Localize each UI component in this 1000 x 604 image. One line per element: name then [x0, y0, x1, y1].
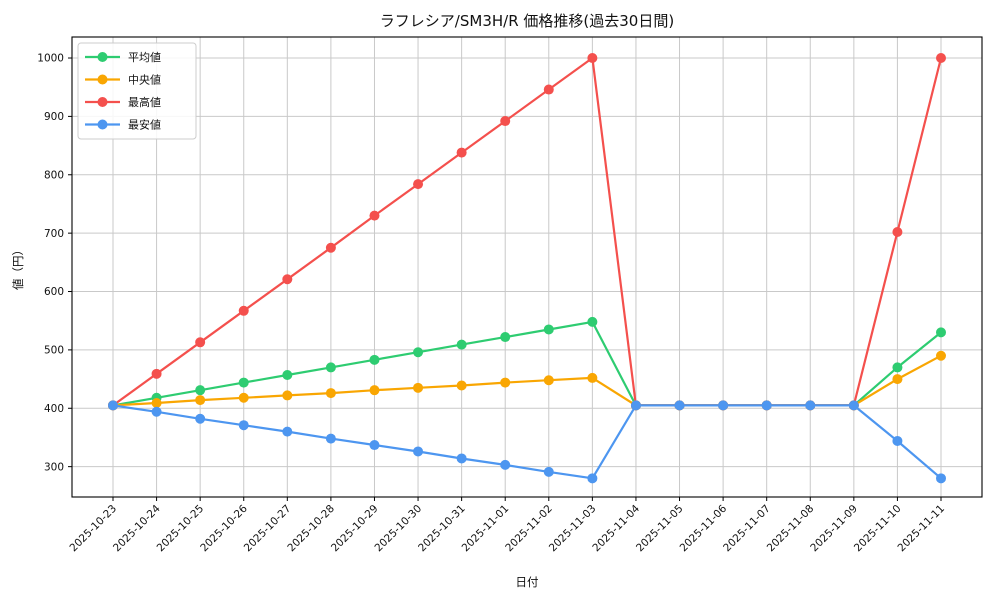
legend-label-median: 中央値 — [128, 74, 161, 87]
legend-label-min: 最安値 — [128, 118, 161, 132]
y-tick-label: 900 — [44, 111, 64, 123]
data-point-median — [151, 398, 162, 409]
data-point-max — [151, 368, 162, 379]
data-point-min — [587, 473, 598, 484]
data-point-average — [369, 354, 380, 365]
y-tick-label: 800 — [44, 169, 64, 181]
data-point-max — [282, 274, 293, 285]
data-point-median — [369, 385, 380, 396]
data-point-max — [369, 210, 380, 221]
data-point-max — [892, 226, 903, 237]
data-point-average — [892, 362, 903, 373]
data-point-median — [195, 395, 206, 406]
data-point-min — [282, 426, 293, 437]
data-point-median — [500, 377, 511, 388]
y-tick-label: 500 — [44, 345, 64, 357]
data-point-median — [936, 350, 946, 361]
data-point-min — [108, 400, 118, 411]
data-point-average — [500, 332, 511, 343]
data-point-max — [500, 116, 511, 127]
y-tick-label: 300 — [44, 461, 64, 473]
data-point-median — [325, 388, 336, 399]
data-point-min — [761, 400, 772, 411]
data-point-min — [456, 453, 467, 464]
data-point-min — [238, 420, 249, 431]
series-min — [108, 400, 946, 484]
data-point-min — [674, 400, 685, 411]
data-point-average — [325, 362, 336, 373]
legend-marker-median — [97, 74, 108, 85]
y-tick-label: 600 — [44, 286, 64, 298]
plot-area — [72, 37, 982, 497]
data-point-max — [413, 179, 424, 190]
legend-label-average: 平均値 — [128, 51, 161, 64]
data-point-median — [456, 380, 467, 391]
data-point-median — [238, 392, 249, 403]
data-point-max — [456, 147, 467, 158]
data-point-min — [500, 459, 511, 470]
data-point-min — [151, 406, 162, 417]
y-tick-label: 700 — [44, 228, 64, 240]
data-point-min — [892, 435, 903, 446]
data-point-median — [892, 374, 903, 385]
x-tick-label: 2025-11-11 — [895, 503, 947, 555]
y-tick-label: 400 — [44, 403, 64, 415]
data-point-max — [587, 53, 598, 64]
legend-item-median: 中央値 — [85, 74, 161, 87]
data-point-median — [282, 390, 293, 401]
legend-item-min: 最安値 — [85, 118, 161, 132]
data-point-max — [325, 242, 336, 253]
data-point-average — [282, 369, 293, 380]
legend-marker-max — [97, 97, 108, 107]
data-point-average — [543, 324, 554, 335]
data-point-min — [543, 466, 554, 477]
legend-marker-min — [97, 119, 108, 130]
data-point-average — [456, 339, 467, 350]
data-point-max — [936, 53, 946, 64]
data-point-min — [413, 446, 424, 457]
data-point-max — [195, 337, 206, 348]
data-point-min — [195, 413, 206, 424]
data-point-min — [848, 400, 859, 411]
data-point-average — [195, 385, 206, 396]
legend-item-max: 最高値 — [85, 95, 161, 109]
data-point-min — [718, 400, 729, 411]
data-point-average — [238, 377, 249, 388]
data-point-average — [413, 347, 424, 358]
y-tick-label: 1000 — [37, 53, 64, 65]
x-axis-label: 日付 — [516, 575, 539, 589]
data-point-min — [630, 400, 641, 411]
legend-item-average: 平均値 — [85, 51, 161, 64]
chart-title: ラフレシア/SM3H/R 価格推移(過去30日間) — [380, 12, 674, 30]
data-point-min — [805, 400, 816, 411]
y-axis-label: 値（円） — [11, 244, 25, 290]
plot-border — [71, 36, 983, 498]
data-point-min — [325, 433, 336, 444]
legend-marker-average — [97, 52, 108, 62]
data-point-max — [543, 84, 554, 95]
data-point-median — [413, 382, 424, 393]
data-point-median — [587, 372, 598, 383]
data-point-min — [936, 473, 946, 484]
data-point-max — [238, 305, 249, 316]
data-point-median — [543, 375, 554, 386]
legend-box — [77, 42, 197, 140]
series-line-min — [112, 404, 942, 480]
data-point-average — [587, 316, 598, 327]
legend-label-max: 最高値 — [128, 95, 161, 109]
data-point-min — [369, 440, 380, 451]
data-point-average — [936, 327, 946, 338]
